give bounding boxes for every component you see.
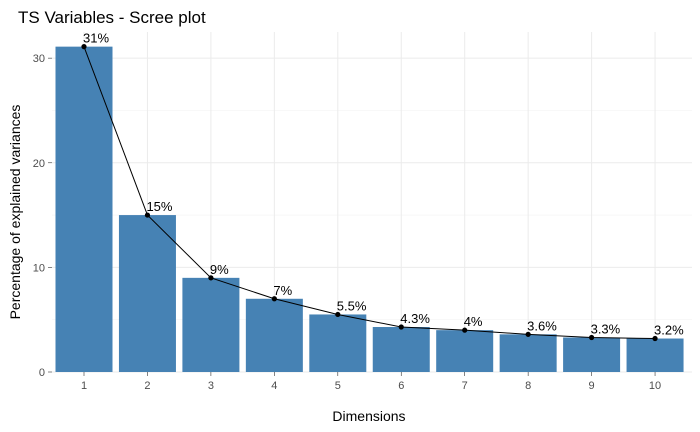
x-tick-label: 7 <box>462 380 468 392</box>
bar-dim-3 <box>182 277 240 372</box>
y-tick-label: 20 <box>33 158 45 170</box>
data-labels: 31% 15% 9% 7% 5.5% 4.3% 4% 3.6% 3.3% 3.2% <box>83 31 684 338</box>
point-dim-8 <box>525 331 531 337</box>
data-label-dim-2: 15% <box>146 199 172 214</box>
bar-dim-5 <box>309 314 367 372</box>
points <box>81 44 658 342</box>
bar-dim-9 <box>563 337 621 372</box>
point-dim-1 <box>81 44 87 50</box>
data-label-dim-7: 4% <box>464 314 483 329</box>
y-tick-label: 10 <box>33 262 45 274</box>
point-dim-2 <box>144 212 151 218</box>
data-label-dim-1: 31% <box>83 31 109 46</box>
bar-dim-8 <box>499 334 557 372</box>
point-dim-4 <box>271 296 277 302</box>
y-tick-label: 30 <box>33 53 45 65</box>
bar-dim-4 <box>245 298 303 372</box>
data-label-dim-5: 5.5% <box>337 298 367 313</box>
y-axis-title: Percentage of explained variances <box>7 105 23 320</box>
x-tick-label: 2 <box>144 380 150 392</box>
bar-dim-1 <box>55 46 113 373</box>
x-tick-label: 10 <box>649 380 661 392</box>
x-tick-label: 9 <box>589 380 595 392</box>
y-tick-label: 0 <box>39 367 45 379</box>
data-label-dim-9: 3.3% <box>591 321 621 336</box>
grid <box>52 32 692 373</box>
variance-curve <box>83 46 656 340</box>
bar-dim-7 <box>436 330 494 372</box>
x-tick-label: 8 <box>525 380 531 392</box>
bar-dim-10 <box>626 338 684 372</box>
bar-dim-6 <box>372 327 430 372</box>
chart-title: TS Variables - Scree plot <box>18 8 206 27</box>
point-dim-3 <box>208 275 214 281</box>
data-label-dim-6: 4.3% <box>400 311 430 326</box>
data-label-dim-10: 3.2% <box>654 323 684 338</box>
x-tick-label: 3 <box>208 380 214 392</box>
point-dim-10 <box>652 335 658 342</box>
x-tick-label: 5 <box>335 380 341 392</box>
bar-dim-2 <box>118 215 176 372</box>
y-axis: 0 10 20 30 <box>33 53 52 379</box>
x-axis-title: Dimensions <box>332 408 405 424</box>
data-label-dim-3: 9% <box>210 262 229 277</box>
point-dim-6 <box>398 324 404 330</box>
data-label-dim-4: 7% <box>273 283 292 298</box>
bars <box>55 46 684 373</box>
point-dim-9 <box>589 334 595 341</box>
data-label-dim-8: 3.6% <box>527 318 557 333</box>
x-tick-label: 4 <box>271 380 277 392</box>
x-tick-label: 1 <box>81 380 87 392</box>
point-dim-5 <box>335 311 341 318</box>
x-tick-label: 6 <box>398 380 404 392</box>
x-axis: 1 2 3 4 5 6 7 8 9 10 <box>81 372 661 392</box>
point-dim-7 <box>462 327 468 333</box>
